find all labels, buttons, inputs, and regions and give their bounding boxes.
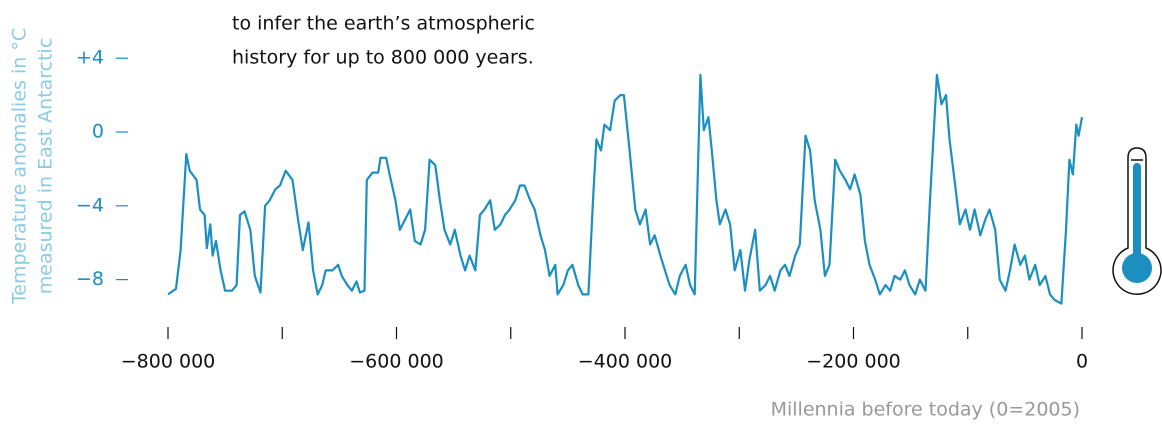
y-tick-label: −4 bbox=[76, 194, 104, 216]
y-axis-title: Temperature anomalies in °C measured in … bbox=[9, 28, 57, 305]
x-tick-label: −600 000 bbox=[349, 351, 444, 373]
y-tick-label: −8 bbox=[76, 268, 104, 290]
x-tick-label: 0 bbox=[1076, 351, 1088, 373]
annotation: history for up to 800 000 years. bbox=[232, 47, 534, 69]
y-axis-title-line: Temperature anomalies in °C bbox=[9, 28, 31, 305]
x-tick-label: −800 000 bbox=[121, 351, 216, 373]
y-tick-label: +4 bbox=[76, 47, 104, 69]
y-tick-label: 0 bbox=[92, 121, 104, 143]
y-axis-title-line: measured in East Antarctic bbox=[35, 38, 57, 295]
x-tick-label: −200 000 bbox=[806, 351, 901, 373]
x-axis-title: Millennia before today (0=2005) bbox=[771, 399, 1080, 421]
x-tick-label: −400 000 bbox=[578, 351, 673, 373]
annotation: to infer the earth’s atmospheric bbox=[232, 13, 535, 35]
thermometer-icon bbox=[1112, 147, 1162, 295]
data-line bbox=[167, 73, 1084, 305]
